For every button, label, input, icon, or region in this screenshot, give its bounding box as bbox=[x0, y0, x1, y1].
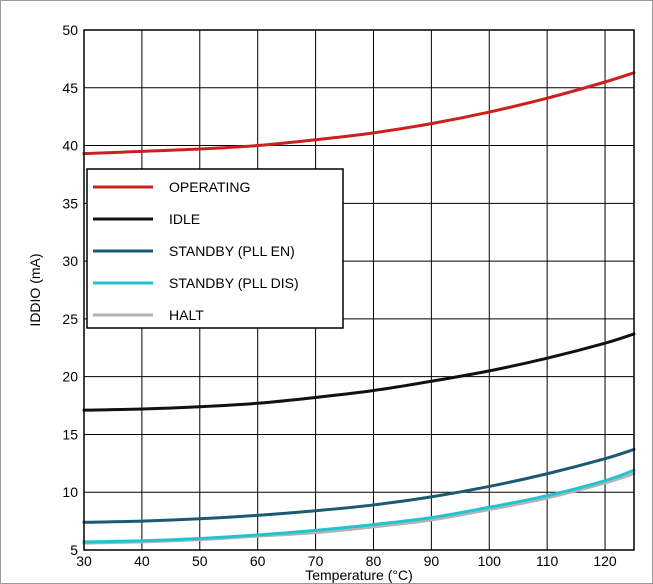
y-tick-label: 35 bbox=[62, 195, 78, 211]
x-tick-label: 90 bbox=[424, 553, 440, 569]
x-tick-label: 50 bbox=[192, 553, 208, 569]
legend-label: STANDBY (PLL EN) bbox=[169, 243, 295, 259]
legend-label: STANDBY (PLL DIS) bbox=[169, 275, 299, 291]
x-tick-label: 100 bbox=[478, 553, 502, 569]
y-tick-label: 50 bbox=[62, 22, 78, 38]
legend-label: OPERATING bbox=[169, 179, 250, 195]
series-line-standby-pll-dis bbox=[82, 468, 636, 544]
x-tick-label: 80 bbox=[366, 553, 382, 569]
series-line-standby-pll-en bbox=[82, 447, 636, 524]
y-tick-label: 5 bbox=[70, 542, 78, 558]
x-tick-label: 30 bbox=[76, 553, 92, 569]
x-axis-label: Temperature (°C) bbox=[305, 567, 413, 583]
legend-label: HALT bbox=[169, 307, 204, 323]
x-tick-label: 120 bbox=[593, 553, 617, 569]
x-tick-label: 70 bbox=[308, 553, 324, 569]
legend: OPERATING IDLE STANDBY (PLL EN) STANDBY (PL… bbox=[86, 168, 344, 329]
x-tick-label: 40 bbox=[134, 553, 150, 569]
y-tick-label: 20 bbox=[62, 369, 78, 385]
y-tick-label: 30 bbox=[62, 253, 78, 269]
legend-label: IDLE bbox=[169, 211, 200, 227]
y-tick-label: 45 bbox=[62, 80, 78, 96]
series-line-operating bbox=[82, 71, 636, 156]
legend-box bbox=[86, 168, 344, 329]
x-tick-label: 60 bbox=[250, 553, 266, 569]
tick-labels: 30 40 50 60 70 80 90 100 110 120 5 10 15 20 25 30 35 40 45… bbox=[62, 22, 617, 569]
x-tick-label: 110 bbox=[536, 553, 559, 569]
y-tick-label: 15 bbox=[62, 426, 78, 442]
series-layer bbox=[82, 71, 636, 545]
series-line-halt bbox=[82, 472, 636, 545]
y-axis-label: IDDIO (mA) bbox=[27, 253, 43, 326]
plot-border bbox=[83, 29, 635, 551]
series-line-idle bbox=[82, 332, 636, 412]
y-tick-label: 25 bbox=[62, 311, 78, 327]
y-tick-label: 40 bbox=[62, 138, 78, 154]
y-tick-label: 10 bbox=[62, 484, 78, 500]
